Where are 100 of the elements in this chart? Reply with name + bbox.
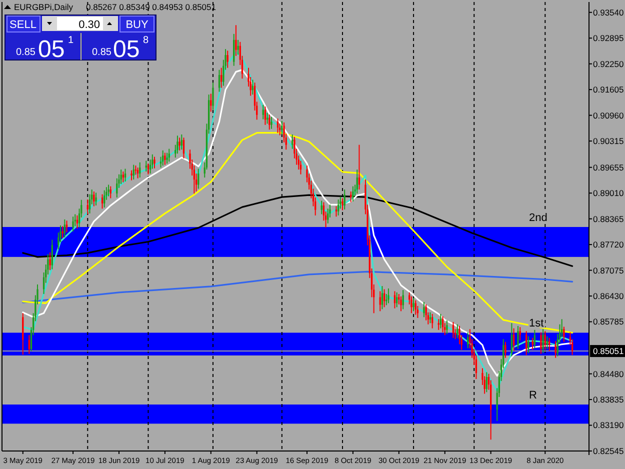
candlestick — [101, 194, 104, 210]
y-tick-label: 0.93540 — [593, 7, 624, 18]
candlestick — [22, 312, 24, 356]
candlestick — [264, 106, 266, 126]
y-tick-label: 0.87075 — [593, 265, 624, 276]
candlestick — [381, 286, 384, 310]
candlestick — [337, 198, 340, 216]
candlestick — [104, 190, 106, 208]
chart-title: EURGBPi,Daily — [14, 2, 74, 12]
line-series — [22, 132, 574, 334]
candlestick — [51, 239, 53, 270]
candlestick — [212, 82, 214, 110]
y-tick-label: 0.84480 — [593, 368, 624, 379]
candlestick — [235, 24, 237, 56]
annotation: 0.85 — [92, 47, 112, 58]
candlestick — [446, 320, 448, 334]
annotation: 05 — [113, 36, 140, 63]
candlestick — [402, 290, 404, 310]
candlestick — [130, 170, 132, 181]
y-tick-label: 0.85785 — [593, 316, 624, 327]
candlestick — [93, 190, 95, 207]
candlestick — [356, 169, 358, 194]
candlestick — [178, 137, 180, 151]
candlestick — [554, 340, 556, 358]
candlestick — [320, 200, 322, 215]
candlestick — [388, 288, 390, 304]
annotation: 05 — [38, 36, 65, 63]
candlestick — [342, 198, 344, 211]
candlestick — [145, 160, 147, 172]
candlestick — [352, 186, 354, 202]
candlestick — [344, 189, 346, 210]
annotation: SELL — [10, 19, 36, 31]
candlestick — [268, 114, 270, 130]
candlestick — [132, 164, 134, 180]
candlestick — [176, 135, 178, 154]
candlestick — [542, 328, 544, 354]
candlestick — [166, 152, 168, 164]
candlestick — [394, 290, 396, 309]
candlestick — [350, 190, 352, 203]
candlestick — [563, 326, 565, 342]
candlestick — [139, 162, 141, 178]
line-series — [22, 270, 574, 304]
y-tick-label: 0.90315 — [593, 136, 624, 146]
candlestick — [262, 104, 264, 120]
candlestick — [414, 300, 416, 316]
y-tick-label: 0.86430 — [593, 290, 624, 301]
y-tick-label: 0.83835 — [593, 394, 624, 405]
ref-line-label: 0.85051 — [593, 346, 624, 356]
candlestick — [528, 336, 530, 354]
y-tick-label: 0.89655 — [593, 162, 624, 172]
candlestick — [281, 120, 283, 135]
candlestick — [154, 156, 156, 169]
y-tick-label: 0.88365 — [593, 214, 624, 224]
y-tick-label: 0.92895 — [593, 33, 624, 44]
candlestick — [410, 296, 412, 314]
candlestick — [519, 326, 521, 341]
candlestick — [452, 321, 454, 338]
candlestick — [120, 169, 122, 184]
candlestick — [218, 69, 220, 92]
candlestick — [162, 150, 164, 166]
candlestick — [504, 341, 506, 358]
y-tick-label: 0.89010 — [593, 188, 624, 198]
candlestick — [544, 330, 546, 350]
candlestick — [237, 39, 239, 56]
band-label: 2nd — [529, 212, 548, 224]
candlestick — [233, 33, 235, 66]
candlestick — [152, 154, 154, 170]
candlestick — [517, 325, 519, 350]
candlestick — [335, 206, 338, 218]
candlestick — [220, 67, 222, 88]
candlestick — [88, 194, 91, 214]
chart-subtitle: 0.85267 0.85349 0.84953 0.85051 — [86, 2, 216, 12]
annotation: BUY — [126, 19, 149, 31]
candlestick — [400, 296, 402, 312]
candlestick — [425, 304, 427, 321]
y-tick-label: 0.87720 — [593, 240, 624, 250]
candlestick — [423, 302, 425, 318]
candlestick — [266, 112, 268, 124]
candlestick — [62, 226, 64, 239]
annotation: 0.30 — [78, 19, 100, 31]
candlestick — [429, 312, 432, 324]
band-label: R — [529, 390, 537, 402]
annotation: 0.85 — [16, 47, 36, 58]
annotation: 1 — [68, 35, 74, 46]
candlestick — [512, 328, 515, 352]
candlestick — [292, 134, 294, 150]
candlestick — [226, 50, 228, 68]
candlestick — [86, 198, 88, 215]
candlestick — [442, 316, 444, 333]
candlestick — [72, 216, 74, 232]
candlestick — [383, 288, 386, 308]
candlestick — [122, 171, 124, 183]
candlestick — [276, 118, 279, 134]
candlestick — [108, 184, 110, 197]
candlestick — [64, 218, 66, 238]
candlestick — [412, 298, 414, 312]
candlestick — [95, 192, 97, 206]
candlestick — [164, 152, 166, 166]
y-tick-label: 0.83190 — [593, 420, 624, 430]
candlestick — [540, 332, 542, 354]
